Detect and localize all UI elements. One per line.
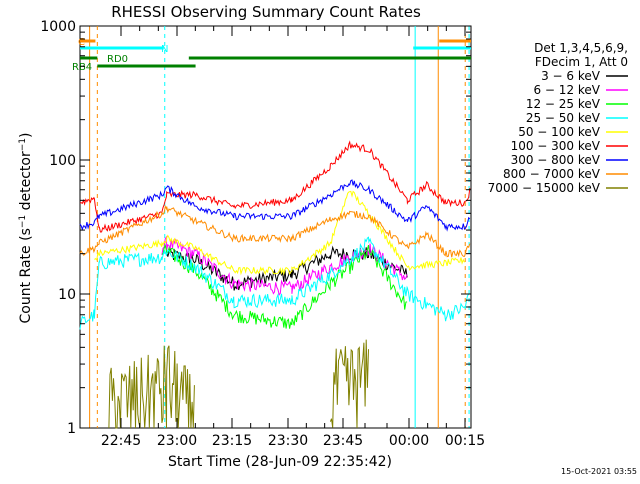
legend-label-8: 7000 − 15000 keV (488, 181, 601, 195)
y-axis-label: Count Rate (s−1 detector−1) (18, 133, 34, 324)
legend-label-4: 50 − 100 keV (518, 125, 601, 139)
legend-label-3: 25 − 50 keV (526, 111, 601, 125)
legend-label-0: 3 − 6 keV (541, 69, 601, 83)
y-axis-label-suffix: ) (18, 133, 34, 138)
y-tick-label: 1 (67, 421, 76, 437)
x-tick-label: 22:45 (101, 433, 141, 449)
flag-label-rd0: RD0 (107, 54, 128, 65)
y-tick-label: 10 (58, 287, 76, 303)
legend-label-1: 6 − 12 keV (533, 83, 600, 97)
series-line-8-1 (329, 339, 369, 429)
x-tick-label: 23:45 (323, 433, 363, 449)
series-line-0-0 (166, 245, 408, 291)
series-line-6-0 (79, 179, 471, 232)
y-tick-label: 100 (49, 153, 76, 169)
series-line-7-0 (79, 204, 471, 258)
flag-label-rb4: RB4 (72, 62, 92, 73)
y-tick-label: 1000 (40, 19, 76, 35)
y-axis-label-mid: detector (18, 151, 34, 215)
x-tick-label: 00:00 (389, 433, 429, 449)
y-axis-label-sup2: −1 (18, 138, 28, 151)
series-line-4-0 (94, 190, 465, 276)
series-line-1-0 (161, 235, 408, 296)
legend-label-2: 12 − 25 keV (526, 97, 601, 111)
series-line-2-0 (161, 243, 408, 329)
legend-header-1: Det 1,3,4,5,6,9, (534, 41, 628, 55)
series-line-3-0 (79, 236, 470, 330)
timestamp: 15-Oct-2021 03:55 (561, 467, 637, 476)
y-axis-label-sup1: −1 (18, 215, 28, 228)
x-tick-label: 23:15 (212, 433, 252, 449)
flag-label-n: N (161, 44, 168, 55)
chart-title: RHESSI Observing Summary Count Rates (111, 3, 421, 21)
plot-frame (79, 25, 472, 429)
legend-label-5: 100 − 300 keV (511, 139, 601, 153)
x-tick-label: 23:30 (268, 433, 308, 449)
x-axis-label: Start Time (28-Jun-09 22:35:42) (168, 454, 392, 470)
legend-header-2: FDecim 1, Att 0 (535, 55, 628, 69)
legend-label-6: 300 − 800 keV (511, 153, 601, 167)
y-axis-label-prefix: Count Rate (s (18, 228, 34, 323)
flag-label-c: C (78, 37, 85, 48)
series-line-8-0 (108, 345, 195, 429)
x-tick-label: 00:15 (445, 433, 485, 449)
series-line-5-0 (79, 140, 471, 233)
legend-label-7: 800 − 7000 keV (503, 167, 601, 181)
x-tick-label: 23:00 (157, 433, 197, 449)
